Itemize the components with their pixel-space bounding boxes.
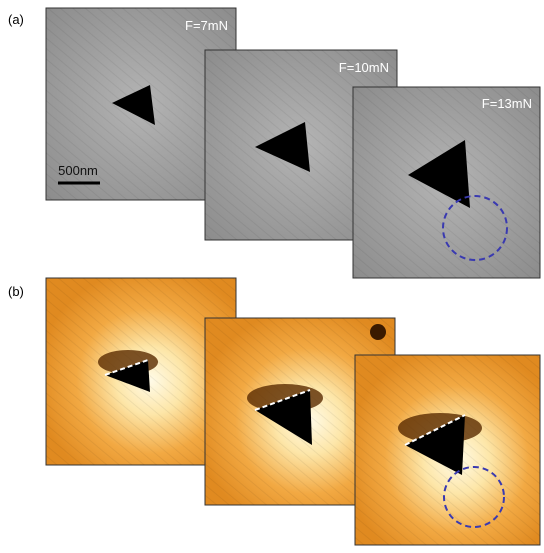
sem-image: F=13mN xyxy=(353,87,540,278)
page: (a) (b) F=7mN 500nm F=10mN F=13mN xyxy=(0,0,544,548)
afm-image xyxy=(355,355,540,545)
scale-bar-label: 500nm xyxy=(58,163,98,178)
figure: (a) (b) F=7mN 500nm F=10mN F=13mN xyxy=(0,0,544,548)
force-label: F=10mN xyxy=(339,60,389,75)
force-label: F=7mN xyxy=(185,18,228,33)
particle xyxy=(370,324,386,340)
panel-label: (a) xyxy=(8,12,24,27)
panel-label: (b) xyxy=(8,284,24,299)
force-label: F=13mN xyxy=(482,96,532,111)
